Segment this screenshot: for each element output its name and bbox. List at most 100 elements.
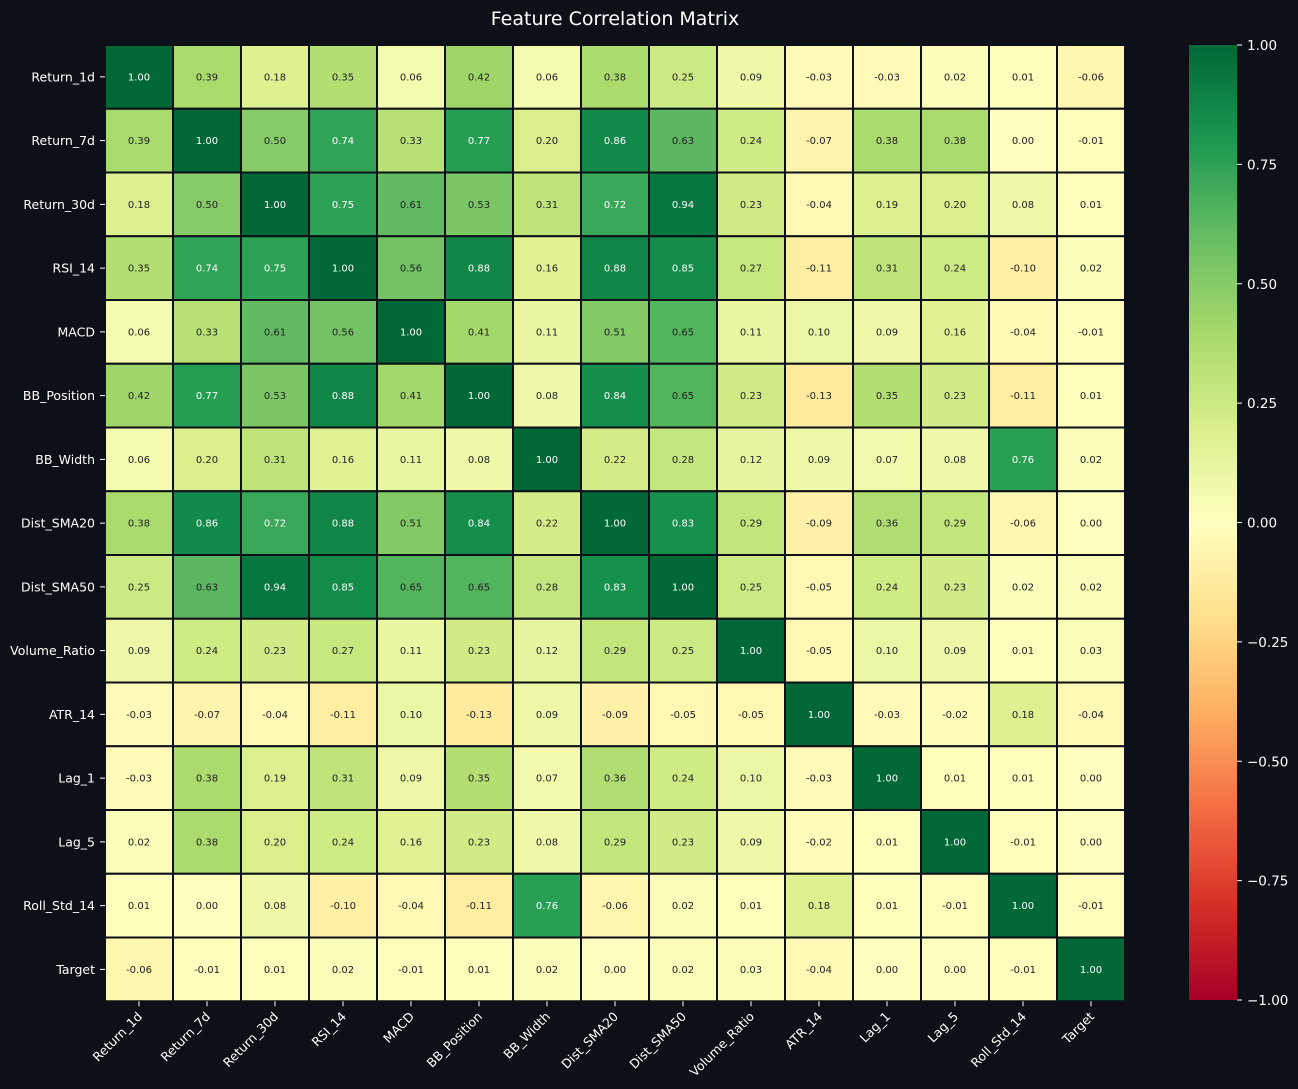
cell-value-label: 1.00 — [740, 646, 762, 657]
cell-value-label: 0.41 — [400, 391, 422, 402]
cell-value-label: 0.02 — [332, 965, 354, 976]
heatmap-cell — [240, 809, 310, 875]
cell-value-label: -0.09 — [602, 710, 628, 721]
cell-value-label: -0.13 — [466, 710, 492, 721]
cell-value-label: 0.11 — [400, 455, 422, 466]
row-label: Volume_Ratio — [10, 643, 95, 658]
heatmap-cell — [784, 617, 854, 684]
cell-value-label: 0.61 — [400, 200, 422, 211]
cell-value-label: -0.09 — [806, 519, 832, 530]
heatmap-cell — [172, 745, 242, 811]
cell-value-label: -0.04 — [1010, 327, 1036, 338]
cell-value-label: 0.94 — [672, 200, 694, 211]
heatmap-cell — [308, 872, 378, 939]
heatmap-cell — [648, 872, 718, 939]
cell-value-label: 0.18 — [264, 72, 286, 83]
cell-value-label: -0.03 — [874, 72, 900, 83]
cell-value-label: 0.38 — [196, 837, 218, 848]
heatmap-cell — [104, 745, 174, 811]
cell-value-label: 0.01 — [1012, 646, 1034, 657]
heatmap-cell — [444, 554, 514, 620]
cell-value-label: 0.16 — [536, 264, 558, 275]
heatmap-cell — [172, 44, 242, 110]
cell-value-label: 0.51 — [400, 519, 422, 530]
heatmap-cell — [1056, 171, 1126, 238]
cell-value-label: -0.11 — [1010, 391, 1036, 402]
cell-value-label: 0.20 — [196, 455, 218, 466]
heatmap-cell — [580, 44, 650, 110]
cell-value-label: 0.31 — [332, 774, 354, 785]
cell-value-label: 0.01 — [876, 837, 898, 848]
heatmap-cell — [376, 872, 446, 939]
heatmap-cell — [580, 554, 650, 620]
cell-value-label: 0.06 — [536, 72, 558, 83]
cell-value-label: 0.09 — [128, 646, 150, 657]
cell-value-label: 0.01 — [740, 901, 762, 912]
heatmap-cell — [104, 44, 174, 110]
cell-value-label: -0.04 — [398, 901, 424, 912]
heatmap-cell — [240, 490, 310, 556]
heatmap-cell — [512, 617, 582, 684]
cell-value-label: 0.24 — [740, 136, 762, 147]
heatmap-cell — [920, 235, 990, 301]
row-label: Lag_1 — [58, 771, 95, 786]
cell-value-label: 0.00 — [196, 901, 218, 912]
cell-value-label: 0.88 — [332, 519, 354, 530]
cell-value-label: 0.19 — [264, 774, 286, 785]
cell-value-label: -0.11 — [466, 901, 492, 912]
cell-value-label: 0.65 — [672, 391, 694, 402]
heatmap-cell — [852, 936, 922, 1003]
cell-value-label: 0.94 — [264, 582, 286, 593]
cell-value-label: 0.42 — [468, 72, 490, 83]
cell-value-label: 1.00 — [400, 327, 422, 338]
cell-value-label: 0.09 — [876, 327, 898, 338]
cell-value-label: 0.08 — [264, 901, 286, 912]
heatmap-cell — [648, 44, 718, 110]
cell-value-label: 0.00 — [1080, 519, 1102, 530]
heatmap-cell — [648, 617, 718, 684]
cell-value-label: -0.01 — [194, 965, 220, 976]
cell-value-label: 0.88 — [332, 391, 354, 402]
cell-value-label: -0.10 — [330, 901, 356, 912]
heatmap-cell — [988, 171, 1058, 238]
cell-value-label: 0.65 — [400, 582, 422, 593]
heatmap-cell — [1056, 426, 1126, 493]
heatmap-cell — [240, 745, 310, 811]
cell-value-label: -0.11 — [330, 710, 356, 721]
row-label: RSI_14 — [53, 261, 96, 276]
cell-value-label: 0.18 — [1012, 710, 1034, 721]
cell-value-label: 1.00 — [264, 200, 286, 211]
row-label: Dist_SMA50 — [21, 579, 95, 594]
cell-value-label: 0.18 — [128, 200, 150, 211]
cell-value-label: 1.00 — [196, 136, 218, 147]
cell-value-label: 0.35 — [468, 774, 490, 785]
cell-value-label: 0.08 — [944, 455, 966, 466]
cell-value-label: 0.23 — [740, 200, 762, 211]
heatmap-cell — [920, 809, 990, 875]
cell-value-label: 0.19 — [876, 200, 898, 211]
cell-value-label: 0.12 — [536, 646, 558, 657]
cell-value-label: 0.09 — [808, 455, 830, 466]
cell-value-label: 0.35 — [128, 264, 150, 275]
cell-value-label: 0.23 — [468, 646, 490, 657]
colorbar-tick-label: 0.25 — [1247, 396, 1277, 412]
heatmap-cell — [988, 745, 1058, 811]
cell-value-label: 0.25 — [128, 582, 150, 593]
cell-value-label: 0.28 — [672, 455, 694, 466]
cell-value-label: -0.06 — [126, 965, 152, 976]
cell-value-label: 0.86 — [604, 136, 626, 147]
cell-value-label: 0.84 — [604, 391, 626, 402]
heatmap-cell — [240, 235, 310, 301]
cell-value-label: 0.85 — [332, 582, 354, 593]
cell-value-label: 0.39 — [196, 72, 218, 83]
heatmap-cell — [648, 235, 718, 301]
heatmap-cell — [988, 617, 1058, 684]
cell-value-label: 0.08 — [536, 837, 558, 848]
heatmap-cell — [648, 107, 718, 174]
cell-value-label: 0.11 — [536, 327, 558, 338]
heatmap-cell — [920, 617, 990, 684]
cell-value-label: 0.10 — [808, 327, 830, 338]
cell-value-label: -0.06 — [1078, 72, 1104, 83]
cell-value-label: 0.01 — [1012, 774, 1034, 785]
colorbar-tick-label: 1.00 — [1247, 38, 1277, 54]
